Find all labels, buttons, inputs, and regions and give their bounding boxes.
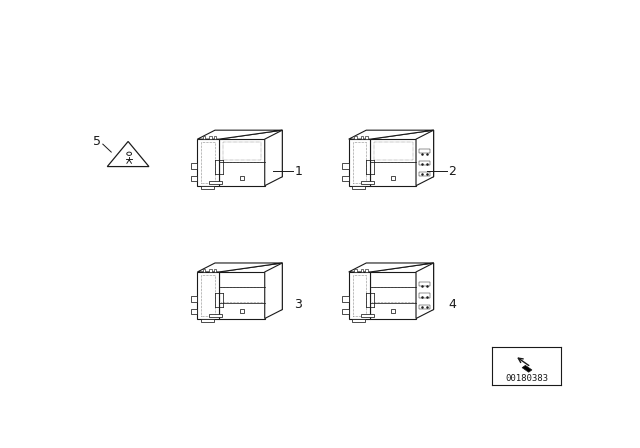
Polygon shape: [209, 136, 212, 139]
Polygon shape: [219, 130, 282, 186]
Polygon shape: [197, 263, 282, 272]
Polygon shape: [240, 309, 244, 313]
Polygon shape: [354, 269, 356, 272]
Polygon shape: [365, 136, 367, 139]
Polygon shape: [392, 309, 395, 313]
Polygon shape: [240, 177, 244, 180]
Polygon shape: [352, 319, 365, 322]
Polygon shape: [214, 136, 216, 139]
Polygon shape: [265, 263, 282, 319]
Polygon shape: [360, 269, 364, 272]
Polygon shape: [219, 272, 265, 319]
Polygon shape: [371, 272, 416, 319]
Polygon shape: [265, 130, 282, 186]
Polygon shape: [191, 176, 197, 181]
Polygon shape: [191, 164, 197, 169]
Polygon shape: [214, 269, 216, 272]
Text: 00180383: 00180383: [505, 374, 548, 383]
Text: 1: 1: [294, 164, 302, 177]
Polygon shape: [349, 130, 433, 139]
Polygon shape: [209, 269, 212, 272]
Text: 2: 2: [448, 164, 456, 177]
Polygon shape: [371, 139, 416, 186]
Polygon shape: [197, 139, 219, 186]
Polygon shape: [354, 136, 356, 139]
Polygon shape: [361, 181, 374, 185]
Polygon shape: [352, 186, 365, 189]
Polygon shape: [371, 130, 433, 186]
Polygon shape: [371, 263, 433, 319]
Polygon shape: [342, 164, 349, 169]
Text: 4: 4: [448, 298, 456, 311]
Polygon shape: [197, 272, 219, 319]
Polygon shape: [361, 314, 374, 317]
Polygon shape: [197, 130, 282, 139]
Polygon shape: [342, 176, 349, 181]
Polygon shape: [201, 186, 214, 189]
Polygon shape: [219, 139, 265, 186]
Polygon shape: [209, 181, 223, 185]
Polygon shape: [191, 309, 197, 314]
Polygon shape: [209, 314, 223, 317]
Polygon shape: [522, 366, 532, 372]
Polygon shape: [416, 263, 433, 319]
Polygon shape: [201, 319, 214, 322]
Polygon shape: [349, 139, 371, 186]
Polygon shape: [392, 177, 395, 180]
Polygon shape: [342, 296, 349, 302]
Polygon shape: [365, 269, 367, 272]
Polygon shape: [203, 269, 205, 272]
Text: 5: 5: [93, 135, 101, 148]
Polygon shape: [203, 136, 205, 139]
Polygon shape: [416, 130, 433, 186]
Polygon shape: [349, 272, 371, 319]
Polygon shape: [349, 263, 433, 272]
Polygon shape: [360, 136, 364, 139]
Polygon shape: [342, 309, 349, 314]
Polygon shape: [219, 263, 282, 319]
Polygon shape: [191, 296, 197, 302]
Text: 3: 3: [294, 298, 302, 311]
